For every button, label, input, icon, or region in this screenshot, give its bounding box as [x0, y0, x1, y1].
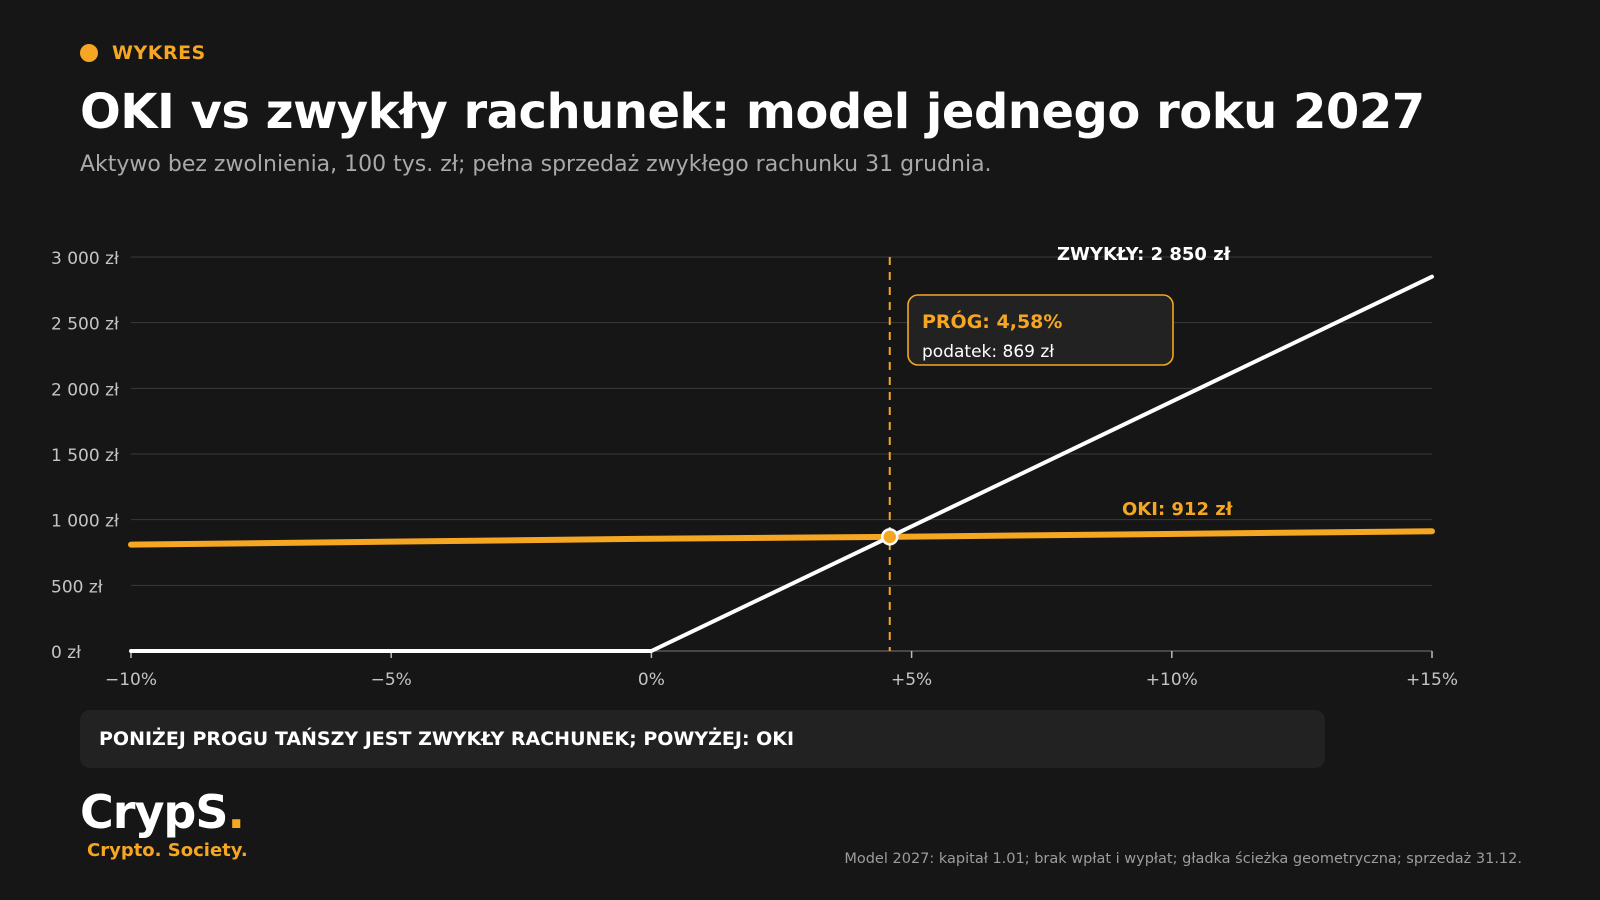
y-tick-label: 3 000 zł	[51, 249, 119, 269]
chart: 0 zł 500 zł 1 000 zł 1 500 zł 2 000 zł 2 500 …	[51, 244, 1458, 690]
x-tick-label: 0%	[638, 670, 665, 690]
y-tick-label: 500 zł	[51, 577, 103, 597]
series-line-oki	[128, 528, 1435, 548]
y-tick-label: 2 000 zł	[51, 380, 119, 400]
y-tick-label: 0 zł	[51, 643, 81, 663]
oki-end-label: OKI: 912 zł	[1122, 499, 1234, 520]
eyebrow: WYKRES	[80, 42, 206, 64]
y-tick-label: 1 000 zł	[51, 512, 119, 532]
zwykly-end-label: ZWYKŁY: 2 850 zł	[1057, 244, 1232, 265]
eyebrow-dot-icon	[80, 44, 98, 62]
summary-banner: PONIŻEJ PROGU TAŃSZY JEST ZWYKŁY RACHUNE…	[80, 710, 1325, 768]
eyebrow-label: WYKRES	[112, 42, 206, 64]
threshold-point	[880, 528, 899, 546]
x-tick-label: +5%	[891, 670, 932, 690]
brand-name-accent: .	[227, 785, 246, 839]
y-tick-label: 2 500 zł	[51, 315, 119, 335]
x-tick-label: +15%	[1406, 670, 1458, 690]
brand-tagline: Crypto. Society.	[87, 840, 248, 861]
x-tick-label: −10%	[105, 670, 157, 690]
footnote: Model 2027: kapitał 1.01; brak wpłat i w…	[844, 851, 1522, 867]
brand-logo: CrypS. Crypto. Society.	[80, 786, 248, 861]
threshold-annotation-box	[907, 294, 1174, 366]
page-subtitle: Aktywo bez zwolnienia, 100 tys. zł; pełn…	[80, 152, 992, 177]
series-line-zwykły	[129, 274, 1434, 653]
page-title: OKI vs zwykły rachunek: model jednego ro…	[80, 84, 1425, 140]
brand-name-main: CrypS	[80, 785, 228, 839]
x-tick-label: −5%	[371, 670, 412, 690]
threshold-annotation-title: PRÓG: 4,58%	[922, 309, 1062, 333]
x-tick-label: +10%	[1146, 670, 1198, 690]
summary-banner-text: PONIŻEJ PROGU TAŃSZY JEST ZWYKŁY RACHUNE…	[99, 728, 795, 750]
y-tick-label: 1 500 zł	[51, 446, 119, 466]
threshold-annotation-detail: podatek: 869 zł	[922, 342, 1054, 362]
brand-name: CrypS.	[80, 786, 248, 838]
